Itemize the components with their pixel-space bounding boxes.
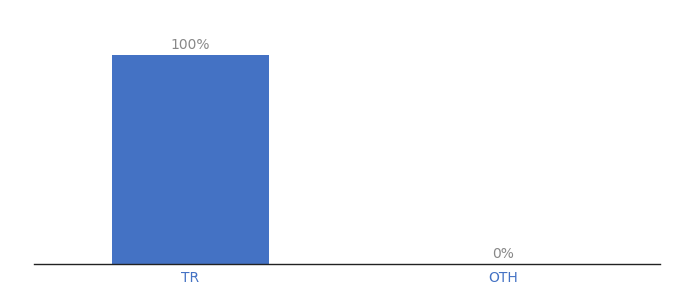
Text: 100%: 100% — [171, 38, 210, 52]
Bar — [112, 55, 269, 264]
Text: 0%: 0% — [492, 247, 514, 261]
